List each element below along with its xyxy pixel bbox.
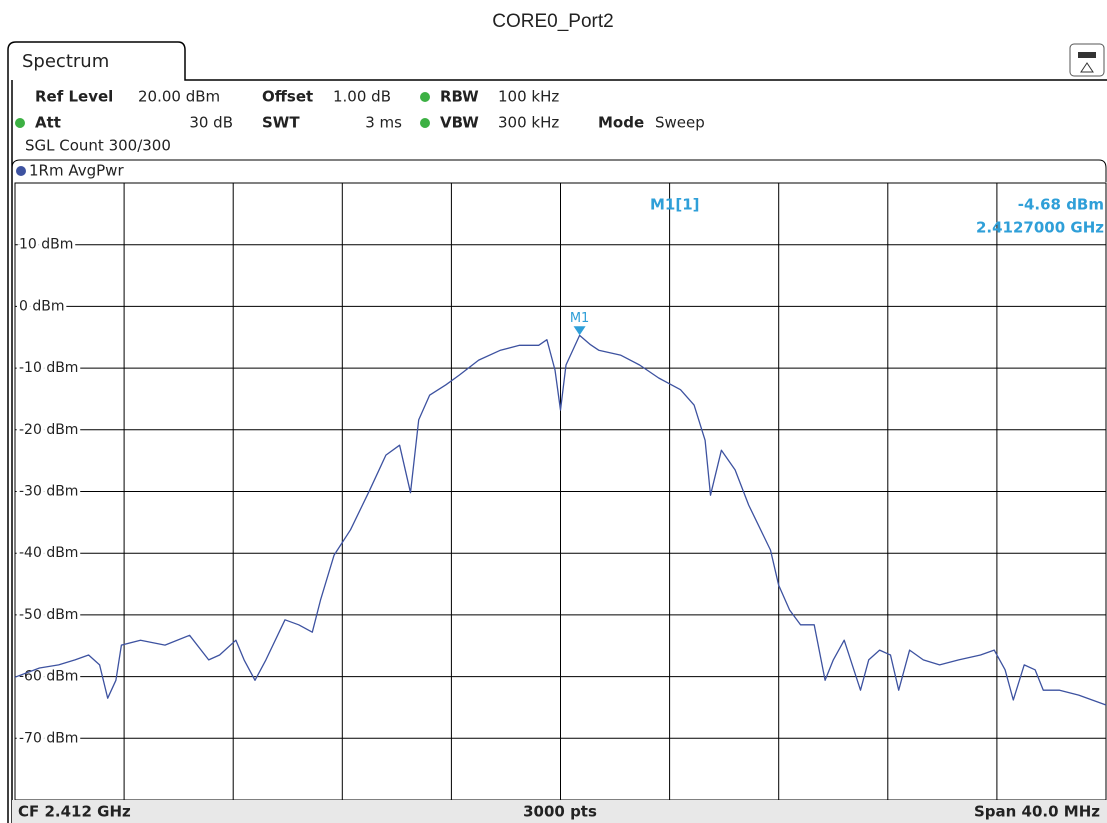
y-tick-label: 10 dBm bbox=[19, 237, 73, 253]
marker-readout-x: 2.4127000 GHz bbox=[976, 219, 1104, 237]
status-dot bbox=[420, 118, 430, 128]
trace bbox=[14, 334, 1107, 706]
setting-value: 3 ms bbox=[365, 114, 402, 132]
mode-icon-bar bbox=[1078, 52, 1096, 58]
y-tick-label: -40 dBm bbox=[19, 545, 78, 561]
setting-value: 100 kHz bbox=[498, 88, 559, 106]
status-dot bbox=[420, 92, 430, 102]
plot: 10 dBm 0 dBm -10 dBm -20 dBm -30 dBm -40 dBm -… bbox=[14, 183, 1107, 800]
setting-label: Ref Level bbox=[35, 88, 113, 106]
marker-readout-name: M1[1] bbox=[650, 196, 700, 214]
status-dot bbox=[15, 118, 25, 128]
setting-label: Att bbox=[35, 114, 61, 132]
title: CORE0_Port2 bbox=[492, 11, 613, 32]
setting-value: 30 dB bbox=[189, 114, 233, 132]
trace-frame bbox=[11, 159, 1107, 182]
y-tick-label: -20 dBm bbox=[19, 422, 78, 438]
footer-bar bbox=[12, 800, 1107, 823]
y-tick-label: 0 dBm bbox=[19, 298, 65, 314]
setting-value: 20.00 dBm bbox=[138, 88, 220, 106]
y-tick-label: -70 dBm bbox=[19, 730, 78, 746]
y-tick-label: -60 dBm bbox=[19, 669, 78, 685]
points: 3000 pts bbox=[523, 803, 597, 821]
mode-icon-delta bbox=[1080, 62, 1094, 73]
setting-label: Mode bbox=[598, 114, 644, 132]
y-tick-label: -10 dBm bbox=[19, 360, 78, 376]
setting-label: SWT bbox=[262, 114, 300, 132]
mode-icon[interactable] bbox=[1069, 43, 1105, 77]
y-tick-label: -30 dBm bbox=[19, 484, 78, 500]
trace-label: 1Rm AvgPwr bbox=[29, 162, 124, 180]
y-tick-label: -50 dBm bbox=[19, 607, 78, 623]
span: Span 40.0 MHz bbox=[974, 803, 1100, 821]
setting-label: VBW bbox=[440, 114, 479, 132]
center-frequency: CF 2.412 GHz bbox=[18, 803, 131, 821]
marker-label: M1 bbox=[570, 311, 590, 326]
sweep-count: SGL Count 300/300 bbox=[25, 137, 171, 155]
setting-label: Offset bbox=[262, 88, 313, 106]
marker-readout-value: -4.68 dBm bbox=[1018, 196, 1104, 214]
tab-label[interactable]: Spectrum bbox=[22, 51, 109, 72]
trace-dot bbox=[16, 166, 26, 176]
tab-frame bbox=[7, 41, 1107, 823]
setting-value: Sweep bbox=[655, 114, 705, 132]
marker bbox=[573, 326, 586, 336]
setting-value: 1.00 dB bbox=[333, 88, 391, 106]
setting-value: 300 kHz bbox=[498, 114, 559, 132]
setting-label: RBW bbox=[440, 88, 479, 106]
